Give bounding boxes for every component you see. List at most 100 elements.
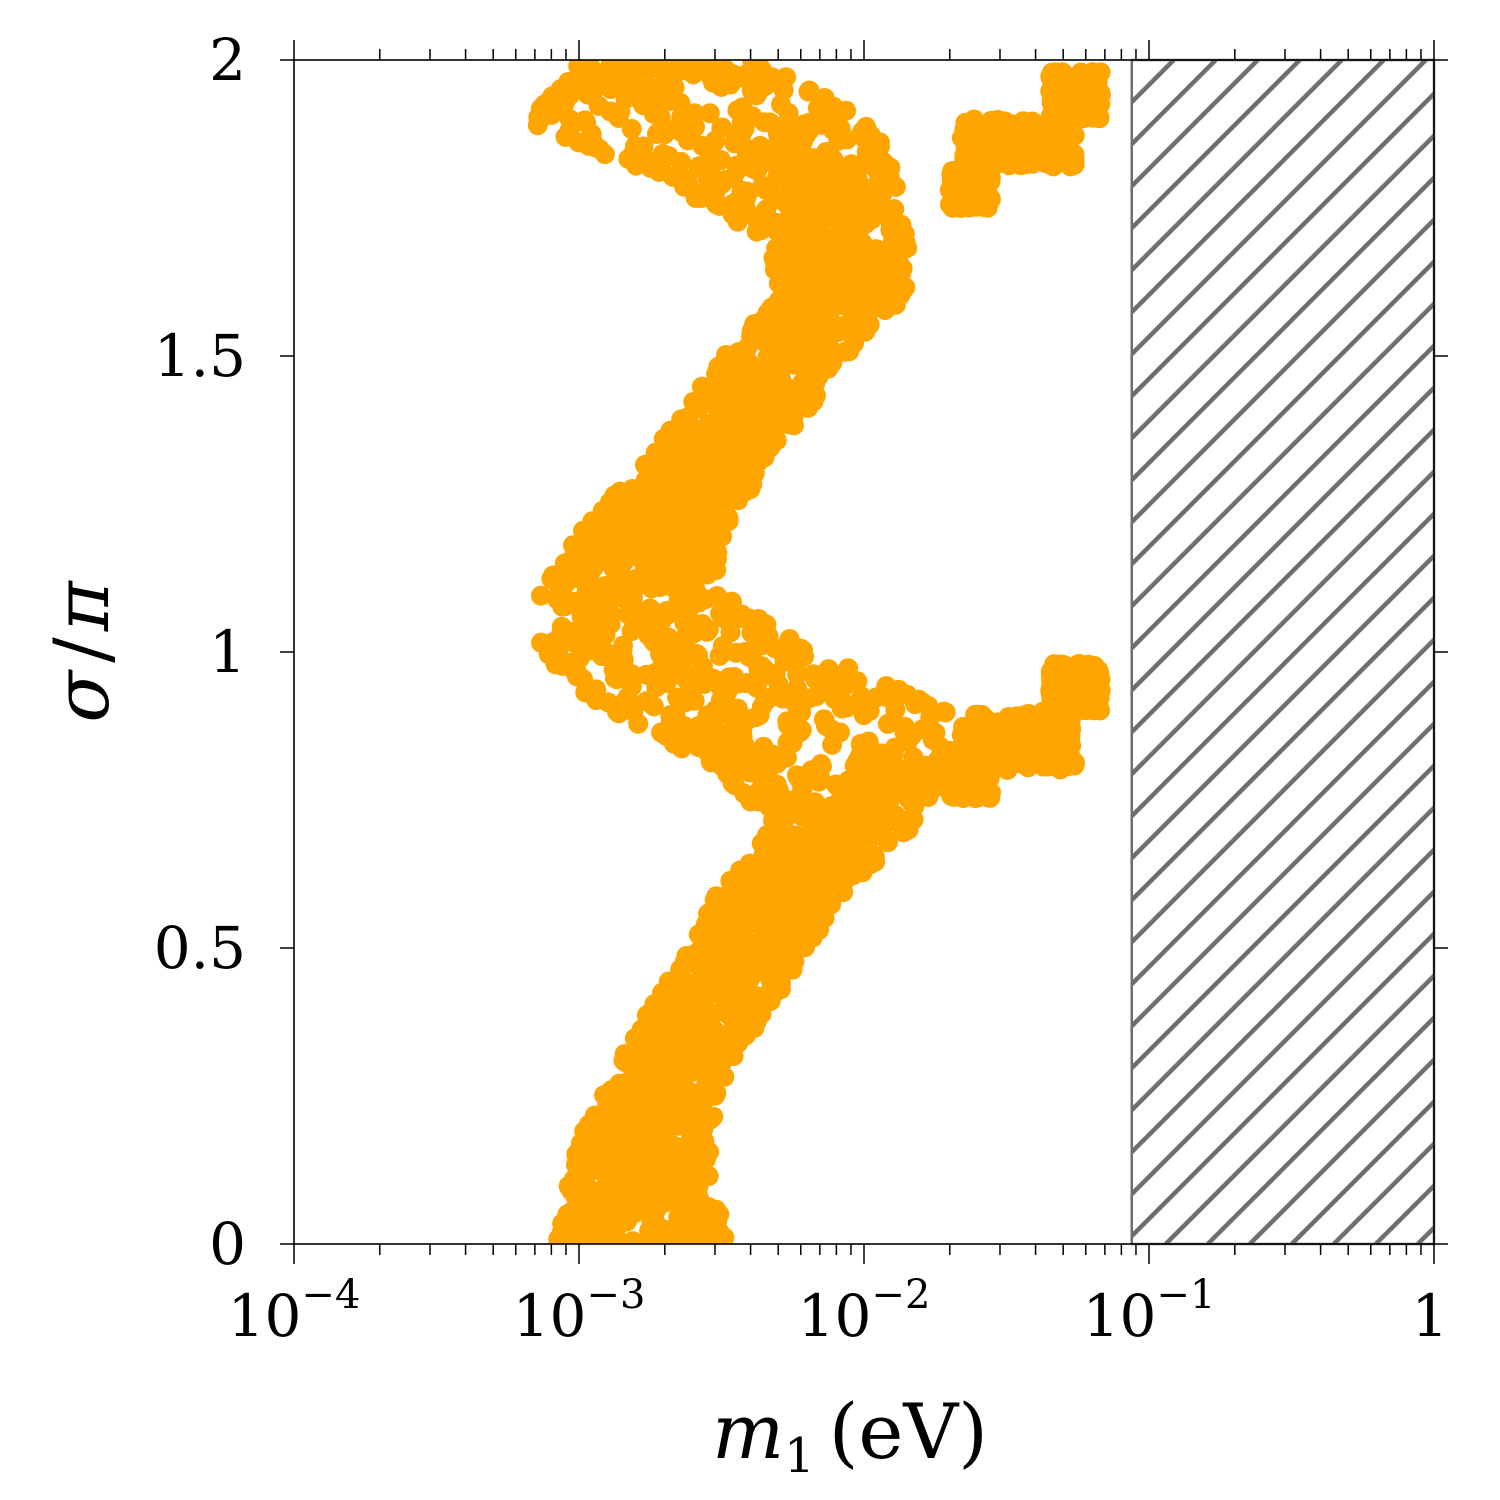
scatter-point (814, 87, 835, 108)
scatter-point (677, 501, 698, 522)
scatter-point (715, 374, 736, 395)
scatter-point (793, 904, 814, 925)
scatter-point (786, 204, 807, 225)
scatter-point (723, 167, 744, 188)
scatter-point (786, 848, 807, 869)
scatter-point (778, 632, 799, 653)
scatter-point (660, 637, 681, 658)
x-tick-label-exponent: −1 (1156, 1272, 1215, 1318)
scatter-point (770, 294, 791, 315)
scatter-point (558, 71, 579, 92)
x-tick-label-base: 10 (228, 1282, 302, 1350)
scatter-point (1010, 729, 1031, 750)
scatter-point (555, 126, 576, 147)
x-tick-labels: 10−4 10−3 10−2 10−1 1 (228, 1272, 1449, 1350)
scatter-point (706, 1199, 727, 1220)
scatter-point (681, 121, 702, 142)
hatch-line (1131, 846, 1434, 1156)
scatter-point (735, 454, 756, 475)
scatter-point (786, 765, 807, 786)
scatter-point (617, 687, 638, 708)
scatter-point (659, 463, 680, 484)
scatter-point (588, 585, 609, 606)
scatter-point (689, 1084, 710, 1105)
scatter-point (1042, 699, 1063, 720)
scatter-point (670, 959, 691, 980)
scatter-point (999, 155, 1020, 176)
scatter-point (581, 1192, 602, 1213)
scatter-point (1088, 683, 1109, 704)
scatter-point (776, 747, 797, 768)
scatter-point (831, 263, 852, 284)
scatter-point (876, 676, 897, 697)
scatter-point (833, 227, 854, 248)
scatter-point (709, 455, 730, 476)
scatter-point (658, 498, 679, 519)
scatter-point (786, 309, 807, 330)
scatter-point (990, 755, 1011, 776)
hatch-line (1131, 636, 1434, 946)
scatter-point (975, 746, 996, 767)
scatter-point (860, 125, 881, 146)
scatter-point (654, 1079, 675, 1100)
scatter-point (551, 616, 572, 637)
scatter-point (677, 169, 698, 190)
x-tick-label: 10−1 (1083, 1272, 1216, 1350)
scatter-point (897, 237, 918, 258)
scatter-point (744, 65, 765, 86)
scatter-point (671, 435, 692, 456)
scatter-point (709, 645, 730, 666)
scatter-point (596, 1099, 617, 1120)
scatter-point (638, 60, 659, 80)
scatter-point (633, 95, 654, 116)
scatter-point (597, 1136, 618, 1157)
scatter-point (579, 640, 600, 661)
hatch-line (1164, 972, 1434, 1244)
scatter-point (788, 259, 809, 280)
scatter-point (846, 309, 867, 330)
scatter-point (853, 272, 874, 293)
scatter-point (1024, 122, 1045, 143)
scatter-point (663, 733, 684, 754)
scatter-point (781, 864, 802, 885)
scatter-point (636, 691, 657, 712)
scatter-point (686, 479, 707, 500)
scatter-point (849, 229, 870, 250)
scatter-point (1048, 729, 1069, 750)
scatter-point (616, 518, 637, 539)
y-tick-label: 0 (209, 1210, 246, 1278)
scatter-point (897, 815, 918, 836)
scatter-point (898, 769, 919, 790)
scatter-point (633, 1161, 654, 1182)
excluded-region-hatched (1130, 58, 1436, 1246)
x-tick-label-exponent: −2 (871, 1272, 930, 1318)
axis-ticks (280, 40, 1448, 1264)
scatter-point (714, 357, 735, 378)
scatter-point (642, 1134, 663, 1155)
scatter-point (787, 678, 808, 699)
y-axis-label: σ/π (37, 579, 126, 723)
scatter-point (689, 1128, 710, 1149)
scatter-point (825, 102, 846, 123)
scatter-point (955, 128, 976, 149)
hatch-line (1131, 762, 1434, 1072)
scatter-point (601, 1232, 622, 1244)
scatter-point (799, 190, 820, 211)
scatter-point (707, 526, 728, 547)
scatter-point (827, 315, 848, 336)
scatter-points (527, 60, 1111, 1244)
scatter-point (787, 664, 808, 685)
scatter-point (749, 427, 770, 448)
scatter-point (622, 144, 643, 165)
scatter-point (791, 720, 812, 741)
scatter-point (712, 753, 733, 774)
scatter-point (643, 568, 664, 589)
scatter-point (796, 328, 817, 349)
x-tick-label-exponent: −4 (301, 1272, 360, 1318)
scatter-point (841, 287, 862, 308)
scatter-point (702, 60, 723, 76)
scatter-point (768, 130, 789, 151)
scatter-point (806, 233, 827, 254)
scatter-point (751, 833, 772, 854)
